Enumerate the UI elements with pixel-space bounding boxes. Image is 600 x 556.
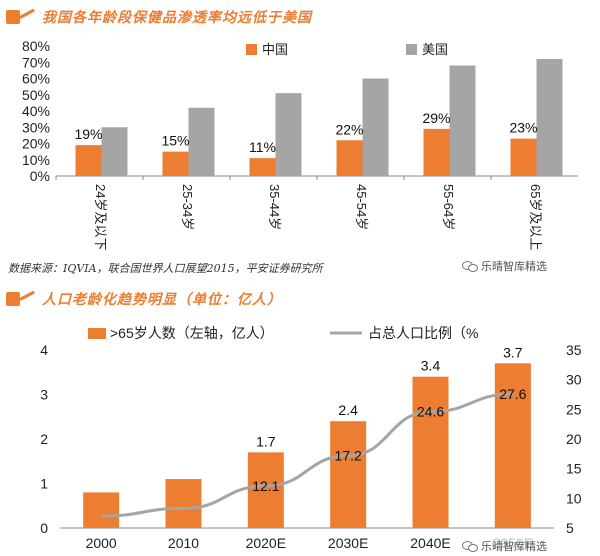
bar-china [162, 151, 189, 176]
ratio-line [101, 392, 513, 518]
wechat-icon [462, 540, 478, 552]
line-data-label: 12.1 [252, 478, 279, 494]
left-y-tick-label: 3 [40, 387, 48, 403]
y-tick-label: 10% [22, 152, 50, 168]
y-tick-label: 40% [22, 103, 50, 119]
source-note: 数据来源：IQVIA，联合国世界人口展望2015，平安证券研究所 [8, 262, 323, 275]
wechat-icon [462, 260, 478, 272]
x-tick-label: 2000 [86, 535, 117, 551]
watermark-text: 乐晴智库精选 [481, 540, 547, 553]
penetration-bar-chart: 0%10%20%30%40%50%60%70%80% 19% 24岁及以下 15% 25… [22, 38, 578, 250]
x-tick-label: 2010 [168, 535, 199, 551]
x-tick-label: 65岁及以上 [528, 184, 543, 250]
bar-usa [275, 93, 302, 176]
line-data-label: 27.6 [499, 386, 526, 402]
bar-usa [101, 127, 128, 176]
legend-label-china: 中国 [262, 42, 288, 57]
bar-data-label: 3.4 [421, 358, 441, 374]
bar-china [249, 158, 276, 176]
bar-usa [536, 59, 563, 176]
x-tick-label: 2020E [246, 535, 286, 551]
bar-population [494, 363, 531, 528]
chart-title: 我国各年龄段保健品渗透率均远低于美国 [42, 10, 312, 26]
watermark-text: 乐晴智库精选 [481, 260, 547, 273]
x-tick-label: 2030E [328, 535, 368, 551]
right-y-tick-label: 20 [566, 431, 582, 447]
chart-title: 人口老龄化趋势明显（单位：亿人） [42, 292, 282, 308]
bar-population [165, 479, 202, 528]
legend-swatch-china [246, 44, 257, 55]
x-tick-label: 2040E [410, 535, 450, 551]
y-tick-label: 70% [22, 54, 50, 70]
aging-combo-chart: 0 1 2 3 4 5 10 15 20 25 30 35 2000 2010 1.7 2020E 2.4 203… [40, 325, 582, 551]
chart-title-row: 人口老龄化趋势明显（单位：亿人） [6, 288, 282, 310]
x-tick-label: 45-54岁 [354, 184, 369, 230]
left-y-tick-label: 0 [40, 520, 48, 536]
data-label: 22% [335, 121, 363, 137]
pen-icon [6, 8, 36, 26]
y-tick-label: 80% [22, 38, 50, 54]
bar-china [336, 140, 363, 176]
line-data-label: 24.6 [417, 404, 444, 420]
y-tick-label: 20% [22, 136, 50, 152]
data-label: 23% [509, 120, 537, 136]
bar-usa [188, 107, 215, 176]
left-y-tick-label: 4 [40, 342, 48, 358]
watermark: 乐晴智库精选 [462, 258, 547, 274]
left-y-tick-label: 2 [40, 431, 48, 447]
y-tick-label: 0% [30, 168, 50, 184]
right-y-tick-label: 15 [566, 461, 582, 477]
bar-data-label: 3.7 [503, 344, 523, 360]
bar-population [247, 452, 284, 528]
watermark: 乐晴智库精选 [462, 538, 547, 554]
bar-china [75, 145, 102, 176]
bar-usa [362, 78, 389, 176]
left-y-tick-label: 1 [40, 476, 48, 492]
penetration-chart-panel: 我国各年龄段保健品渗透率均远低于美国 0% 10% 20% 30% 40% 50% 60% 7… [6, 6, 578, 275]
bar-data-label: 2.4 [338, 402, 358, 418]
right-y-tick-label: 10 [566, 490, 582, 506]
bar-usa [449, 65, 476, 176]
bar-china [510, 138, 537, 176]
data-label: 15% [161, 133, 189, 149]
x-tick-label: 35-44岁 [267, 184, 282, 230]
right-y-tick-label: 5 [566, 520, 574, 536]
aging-chart-panel: 人口老龄化趋势明显（单位：亿人） 0 1 2 3 4 5 10 15 20 25 30 35 2000 2… [0, 282, 600, 556]
chart-title-row: 我国各年龄段保健品渗透率均远低于美国 [6, 6, 312, 28]
bar-population [83, 492, 120, 528]
legend-swatch-bar [88, 328, 106, 339]
y-tick-label: 60% [22, 71, 50, 87]
x-tick-label: 55-64岁 [441, 184, 456, 230]
bar-population [412, 376, 449, 528]
x-tick-label: 24岁及以下 [93, 184, 108, 250]
data-label: 19% [74, 126, 102, 142]
bar-data-label: 1.7 [256, 433, 276, 449]
x-tick-label: 25-34岁 [180, 184, 195, 230]
bar-population [330, 421, 367, 528]
y-tick-label: 50% [22, 87, 50, 103]
right-y-tick-label: 35 [566, 342, 582, 358]
right-y-tick-label: 25 [566, 401, 582, 417]
legend-label-line: 占总人口比例（% [368, 325, 478, 341]
legend-label-usa: 美国 [422, 42, 448, 57]
legend-label-bar: >65岁人数（左轴，亿人） [110, 325, 274, 341]
y-tick-label: 30% [22, 119, 50, 135]
right-y-tick-label: 30 [566, 372, 582, 388]
bar-china [423, 128, 450, 176]
legend-swatch-usa [406, 44, 417, 55]
data-label: 29% [422, 110, 450, 126]
line-data-label: 17.2 [335, 448, 362, 464]
data-label: 11% [249, 139, 276, 155]
pen-icon [6, 290, 36, 308]
